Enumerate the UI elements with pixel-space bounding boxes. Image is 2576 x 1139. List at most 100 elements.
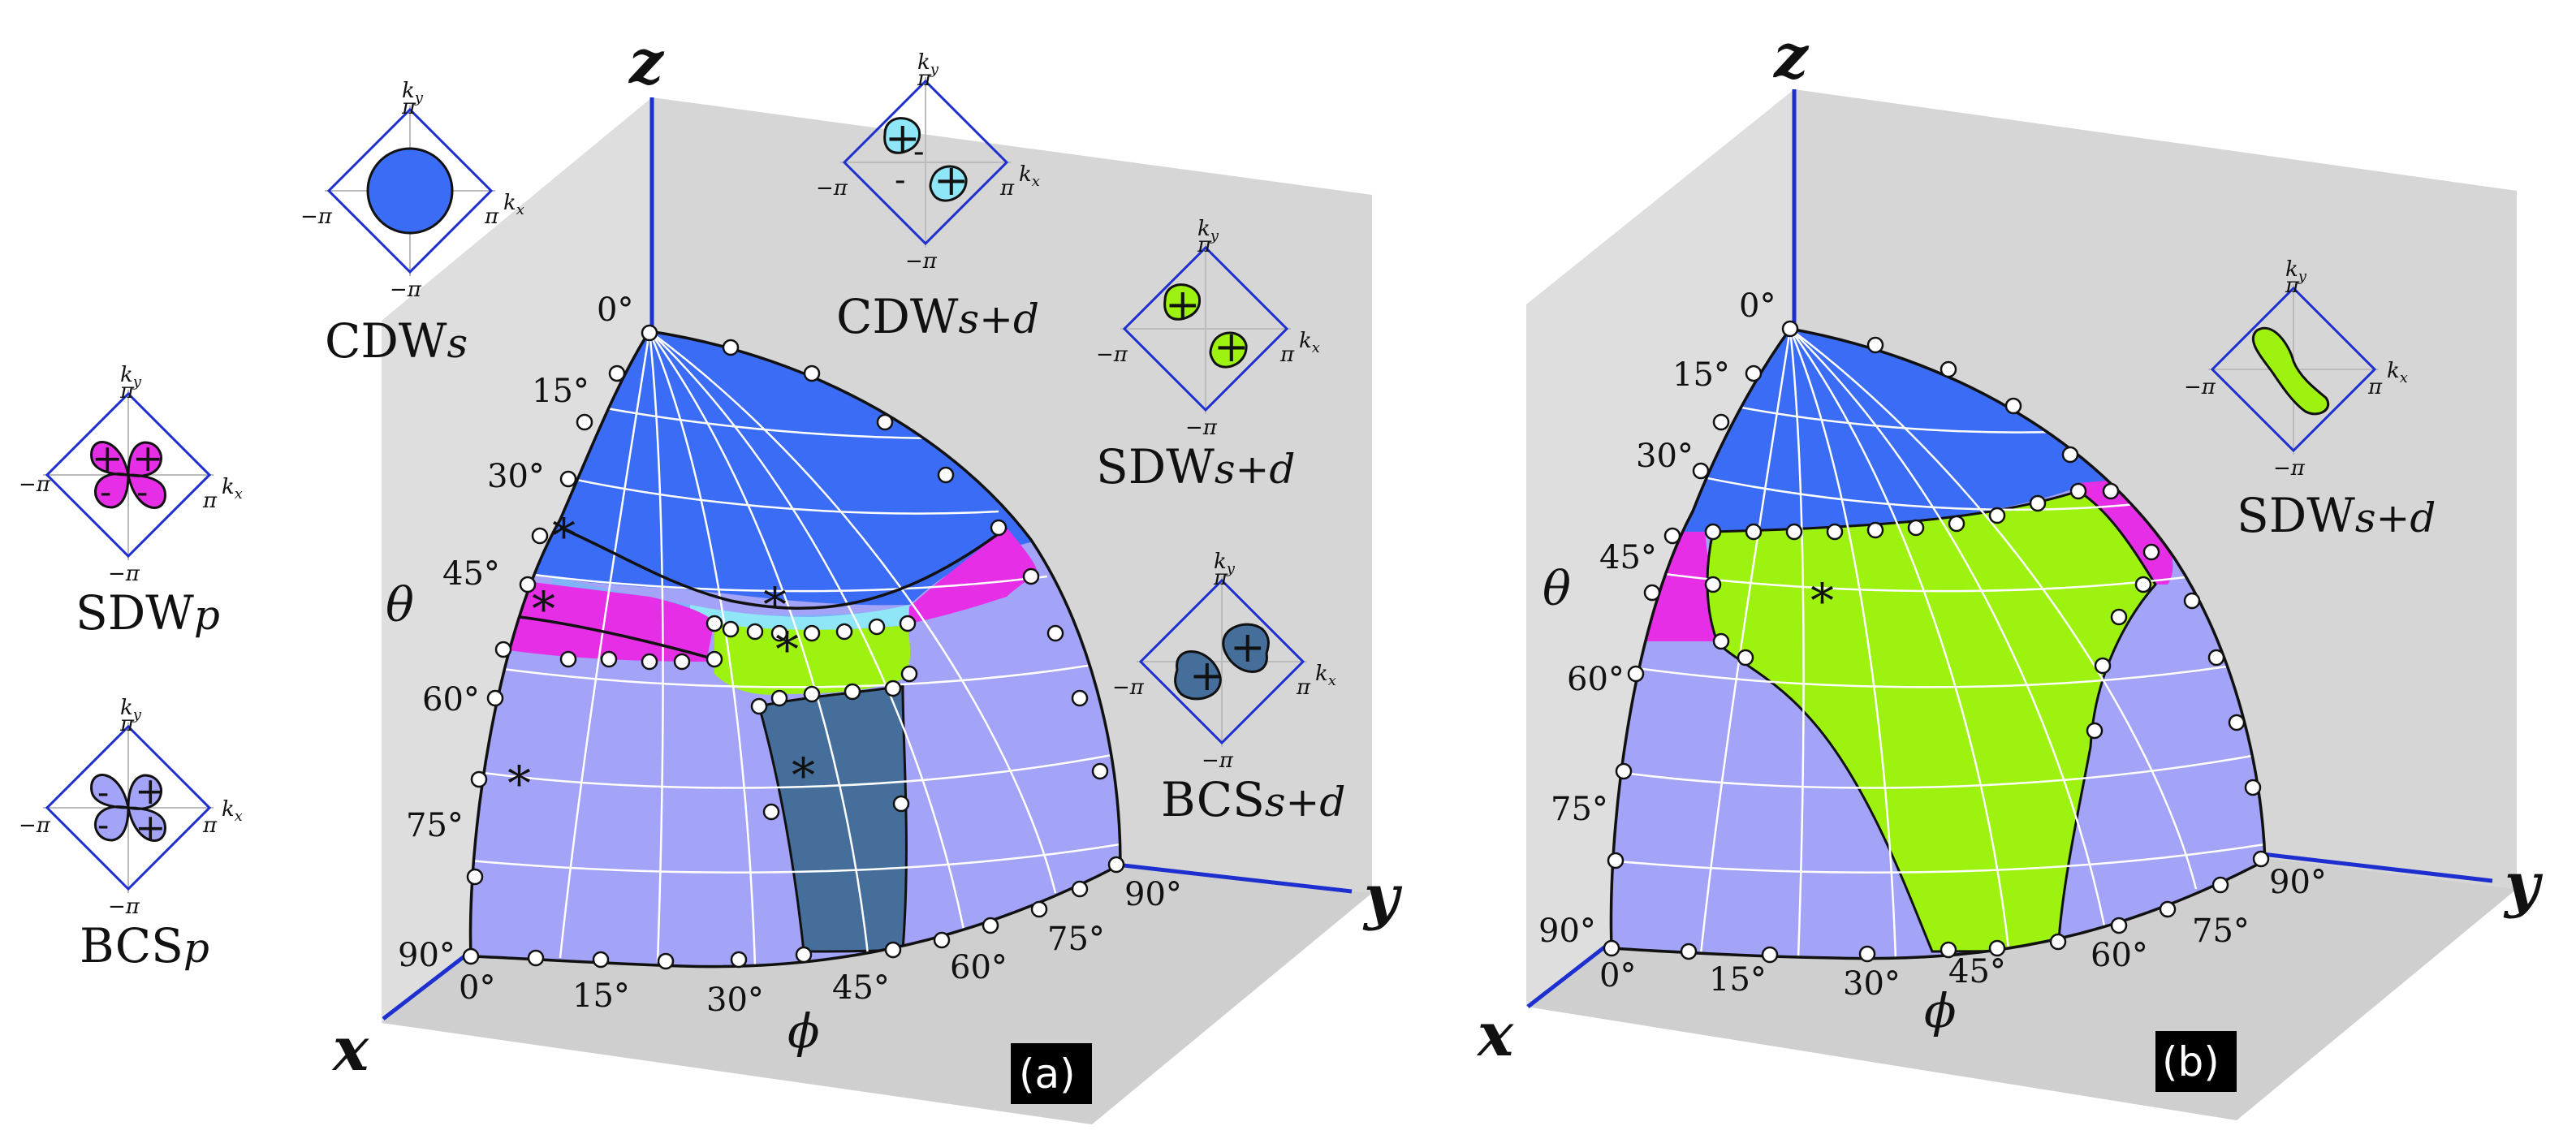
theta-tick-75: 75° [406,807,464,844]
inset-ky-label: ky [1214,550,1236,577]
sdw-s-plus-d-gap-shape [1163,283,1248,369]
inset-minus-pi-label: −π [108,895,140,919]
inset-kx-label: kx [222,475,243,503]
cdw-s-plus-d-sign-plus: + [885,114,921,163]
b-theta-tick-15: 15° [1672,356,1730,394]
panel-a-boundary-dots [462,324,1125,970]
inset-pi-label: π [1197,233,1212,257]
b-theta-tick-0: 0° [1739,287,1776,325]
b-theta-tick-60: 60° [1567,661,1625,698]
panel-a: z y x [331,28,1403,1124]
phi-tick-60: 60° [950,949,1008,986]
inset-pi-label: π [484,205,499,229]
inset-minus-pi-label: −π [2273,456,2306,481]
panel-b-y-label: y [2503,850,2544,920]
marker-cdw-s: * [552,508,576,563]
bcs-p-sign-plus: + [135,769,166,813]
inset-ky-label: ky [120,696,142,723]
cdw-s-plus-d-sign-minus-2: - [895,162,906,199]
inset-minus-pi-label: −π [1096,343,1128,367]
inset-pi-label: π [2285,274,2300,298]
inset-kx-label: kx [2387,359,2408,386]
marker-bcs-p: * [507,756,531,811]
sdw-p-sign-plus: + [92,436,123,480]
inset-minus-pi-label: −π [19,813,51,838]
inset-pi-label: π [1296,675,1311,700]
bcs-p-sign-minus: - [97,772,109,812]
marker-sdw-p: * [532,581,555,636]
b-phi-tick-0: 0° [1599,957,1636,994]
b-phi-tick-60: 60° [2091,937,2148,974]
inset-b-sdw-s-plus-d: ky π kx π −π −π SDWs+d [2184,257,2436,543]
theta-tick-15: 15° [532,373,589,410]
panel-b: z y x * [1476,22,2544,1120]
inset-cdw-s: ky π kx π −π −π CDWs [300,79,524,369]
sdw-s-plus-d-sign-plus: + [1165,281,1201,330]
inset-kx-label: kx [503,191,524,218]
phi-tick-45: 45° [832,969,890,1007]
panel-b-boundaries [1609,327,2267,960]
panel-b-x-label: x [1476,1000,1514,1070]
bcs-p-sign-minus-2: - [97,805,109,844]
bcs-p-sign-plus-2: + [135,805,166,849]
sdw-s-plus-d-sign-plus-2: + [1214,323,1249,372]
inset-bcs-p-label: BCSp [80,918,209,973]
panel-b-z-label: z [1772,22,1810,92]
phi-tick-90: 90° [1124,876,1182,913]
inset-minus-pi-label: −π [108,562,140,586]
marker-b-sdw-s-plus-d: * [1810,573,1834,628]
panel-a-grid [470,331,1120,967]
inset-pi-label: π [1213,566,1228,590]
inset-pi-label: π [202,489,218,513]
cdw-s-plus-d-sign-minus: - [913,133,925,170]
inset-minus-pi-label: −π [390,278,422,302]
inset-cdw-s-plus-d: + + - - ky π kx π −π −π CDWs+d [816,50,1040,344]
panel-a-tag: (a) [1019,1051,1076,1098]
inset-kx-label: kx [1315,662,1336,689]
inset-ky-label: ky [402,79,424,106]
inset-kx-label: kx [222,797,243,825]
inset-kx-label: kx [1019,162,1040,190]
theta-tick-60: 60° [422,681,480,718]
inset-minus-pi-label: −π [19,472,51,497]
phi-axis-label: ϕ [787,1003,820,1059]
bcs-p-gap-shape [90,774,166,842]
sdw-p-sign-minus-2: - [136,472,148,511]
inset-minus-pi-label: −π [300,205,333,229]
panel-a-z-label: z [628,28,665,97]
theta-tick-45: 45° [442,555,500,593]
inset-pi-label: π [2367,375,2383,399]
inset-minus-pi-label: −π [1185,416,1218,440]
inset-minus-pi-label: −π [1202,749,1234,773]
inset-pi-label: π [202,813,218,838]
b-theta-tick-30: 30° [1636,438,1694,475]
inset-pi-label: π [119,712,135,736]
phi-tick-0: 0° [459,969,495,1007]
inset-pi-label: π [119,379,135,403]
inset-ky-label: ky [120,363,142,390]
inset-kx-label: kx [1299,329,1320,356]
inset-sdw-s-plus-d-label: SDWs+d [1096,439,1295,494]
inset-ky-label: ky [1197,217,1219,244]
region-cdw-s-plus-d [690,605,909,631]
sdw-p-gap-shape [90,441,166,509]
b-theta-tick-45: 45° [1599,539,1657,576]
b-phi-tick-15: 15° [1709,961,1767,999]
inset-b-sdw-s-plus-d-label: SDWs+d [2237,488,2436,543]
cdw-s-gap-shape [366,147,454,235]
theta-tick-30: 30° [487,458,545,495]
sdw-p-sign-plus-2: + [132,436,164,480]
theta-axis-label: θ [386,577,414,632]
region-sdw-s-plus-d [714,623,911,695]
inset-pi-label: π [1279,343,1295,367]
inset-minus-pi-label: −π [2184,375,2216,399]
inset-ky-label: ky [2285,257,2307,285]
panel-a-boundaries [468,330,1122,969]
inset-sdw-p-label: SDWp [76,585,220,641]
b-theta-tick-75: 75° [1551,791,1608,828]
inset-pi-label: π [401,95,416,119]
inset-ky-label: ky [917,50,939,78]
b-sdw-s-plus-d-gap-shape [2251,326,2329,416]
inset-cdw-s-plus-d-label: CDWs+d [836,289,1039,344]
phi-tick-30: 30° [706,982,764,1019]
